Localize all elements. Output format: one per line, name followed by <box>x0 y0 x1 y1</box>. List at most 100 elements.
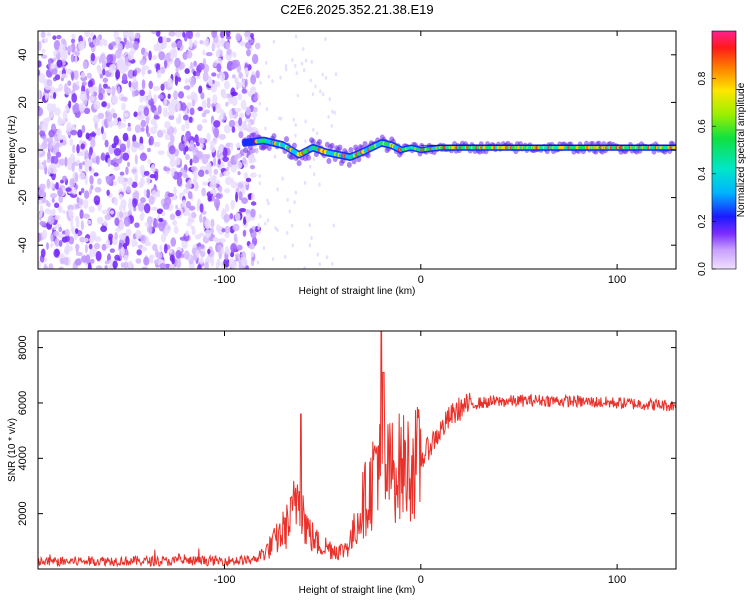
spectrogram-cell <box>258 230 261 235</box>
spectrogram-cell <box>157 150 165 156</box>
spectrogram-cell <box>85 254 91 265</box>
spectrogram-cell <box>68 236 75 245</box>
spectrogram-cell <box>125 228 132 238</box>
spectrogram-cell <box>178 91 185 99</box>
spectrogram-cell <box>70 53 75 63</box>
spectrogram-cell <box>182 211 188 216</box>
spectrogram-cell <box>140 127 145 132</box>
spectrogram-cell <box>324 75 328 80</box>
spectrogram-cell <box>38 199 43 205</box>
spectrogram-cell <box>150 164 156 173</box>
spectrogram-cell <box>110 41 117 47</box>
spectrogram-cell <box>319 89 322 94</box>
spectrogram-cell <box>57 134 64 141</box>
spectrogram-cell <box>230 251 235 258</box>
spectrogram-cell <box>83 198 89 210</box>
spectrogram-cell <box>58 43 66 54</box>
spectrogram-cell <box>250 201 257 206</box>
spectrogram-cell <box>179 236 187 241</box>
spectrogram-cell <box>57 115 61 123</box>
spectrogram-cell <box>294 34 298 39</box>
spectrogram-cell <box>50 62 56 70</box>
spectrogram-ridge-halo <box>306 154 312 161</box>
spectrogram-cell <box>104 260 110 265</box>
spectrogram-cell <box>141 246 148 252</box>
spectrogram-cell <box>312 157 316 162</box>
spectrogram-cell <box>308 223 312 228</box>
spectrogram-cell <box>250 32 254 38</box>
spectrogram-cell <box>177 76 181 83</box>
spectrogram-cell <box>133 111 138 118</box>
spectrogram-cell <box>57 187 63 197</box>
spectrogram-cell <box>53 57 57 62</box>
spectrogram-cell <box>294 63 297 68</box>
spectrogram-cell <box>191 99 196 107</box>
spectrogram-cell <box>309 78 312 83</box>
spectrogram-cell <box>207 248 211 255</box>
spectrogram-cell <box>262 245 266 250</box>
spectrogram-cell <box>89 132 97 137</box>
spectrogram-cell <box>327 115 330 120</box>
spectrogram-cell <box>213 198 221 209</box>
spectrogram-cell <box>134 32 140 39</box>
spectrogram-cell <box>273 154 277 159</box>
spectrogram-cell <box>143 256 150 266</box>
spectrogram-cell <box>127 126 132 132</box>
spectrogram-cell <box>172 219 178 226</box>
spectrogram-cell <box>238 71 243 79</box>
spectrogram-cell <box>175 209 181 217</box>
spectrogram-cell <box>190 61 193 70</box>
spectrogram-cell <box>55 53 61 60</box>
spectrogram-cell <box>258 181 262 186</box>
spectrogram-cell <box>78 102 86 112</box>
spectrogram-cell <box>250 111 258 118</box>
spectrogram-cell <box>143 189 147 197</box>
spectrogram-cell <box>111 85 116 96</box>
spectrogram-cell <box>312 172 316 177</box>
spectrogram-cell <box>229 109 233 120</box>
spectrogram-cell <box>164 196 172 206</box>
spectrogram-cell <box>126 139 131 149</box>
spectrogram-cell <box>48 129 55 138</box>
spectrogram-cell <box>134 172 138 184</box>
spectrogram-cell <box>96 216 104 225</box>
spectrogram-cell <box>286 197 289 202</box>
spectrogram-cell <box>49 166 57 174</box>
spectrogram-cell <box>216 73 220 79</box>
spectrogram-cell <box>43 265 49 269</box>
spectrogram-cell <box>332 223 335 228</box>
spectrogram-cell <box>234 154 239 163</box>
spectrogram-cell <box>204 37 210 47</box>
spectrogram-cell <box>147 95 152 101</box>
spectrogram-cell <box>333 110 336 115</box>
spectrogram-cell <box>315 131 319 136</box>
spectrogram-cell <box>274 226 277 231</box>
spectrogram-cell <box>175 204 179 210</box>
spectrogram-cell <box>67 80 72 86</box>
spectrogram-cell <box>204 261 209 269</box>
spectrogram-cell <box>58 266 64 269</box>
spectrogram-cell <box>149 225 152 236</box>
spectrogram-cell <box>318 262 321 267</box>
spectrogram-cell <box>71 188 77 195</box>
spectrogram-cell <box>168 248 173 254</box>
spectrogram-cell <box>267 74 270 79</box>
spectrogram-cell <box>141 266 148 269</box>
spectrogram-cell <box>79 171 86 181</box>
spectrogram-cell <box>64 245 70 256</box>
spectrogram-cell <box>107 157 111 167</box>
spectrogram-cell <box>196 124 203 132</box>
colorbar-tick-label: 0.6 <box>697 119 708 133</box>
spectrogram-cell <box>102 77 109 83</box>
spectrogram-cell <box>44 92 49 101</box>
spectrogram-cell <box>86 219 92 225</box>
spectrogram-cell <box>104 265 108 269</box>
spectrogram-ridge-halo <box>326 157 332 164</box>
snr-plot-area <box>38 331 676 568</box>
spectrogram-cell <box>249 228 253 234</box>
spectrogram-cell <box>169 167 177 173</box>
spectrogram-cell <box>93 100 101 110</box>
spectrogram-cell <box>281 176 284 181</box>
spectrogram-cell <box>113 117 119 127</box>
spectrogram-cell <box>189 107 195 116</box>
